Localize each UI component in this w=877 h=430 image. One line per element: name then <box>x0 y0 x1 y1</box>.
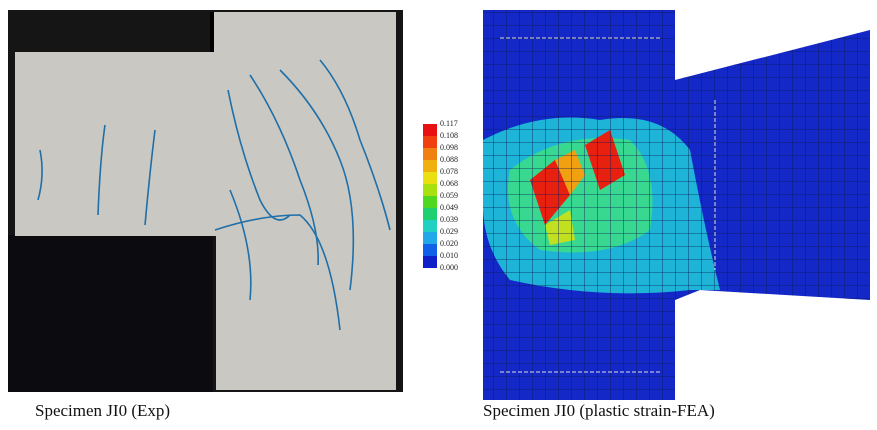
legend-label: 0.000 <box>440 263 458 272</box>
legend-swatch <box>423 232 437 244</box>
legend-swatch <box>423 136 437 148</box>
fea-contour <box>483 10 870 400</box>
legend-label: 0.010 <box>440 251 458 260</box>
legend-swatch <box>423 184 437 196</box>
legend-swatch <box>423 124 437 136</box>
legend-label: 0.059 <box>440 191 458 200</box>
legend-swatch <box>423 172 437 184</box>
legend-label: 0.049 <box>440 203 458 212</box>
legend-label: 0.068 <box>440 179 458 188</box>
experiment-photo <box>8 10 403 392</box>
legend-swatch <box>423 244 437 256</box>
legend-swatch <box>423 196 437 208</box>
legend-label: 0.088 <box>440 155 458 164</box>
legend-swatch <box>423 220 437 232</box>
caption: Specimen JI0 (plastic strain-FEA) <box>483 401 715 420</box>
legend-label: 0.020 <box>440 239 458 248</box>
legend-label: 0.117 <box>440 119 458 128</box>
legend-swatch <box>423 208 437 220</box>
caption: Specimen JI0 (Exp) <box>35 401 170 420</box>
legend: 0.117 0.108 0.098 0.088 0.078 0.068 0.059 0.049… <box>423 119 458 272</box>
legend-swatch <box>423 160 437 172</box>
legend-swatch <box>423 256 437 268</box>
legend-label: 0.098 <box>440 143 458 152</box>
legend-label: 0.078 <box>440 167 458 176</box>
legend-label: 0.039 <box>440 215 458 224</box>
legend-label: 0.108 <box>440 131 458 140</box>
legend-label: 0.029 <box>440 227 458 236</box>
legend-swatch <box>423 148 437 160</box>
